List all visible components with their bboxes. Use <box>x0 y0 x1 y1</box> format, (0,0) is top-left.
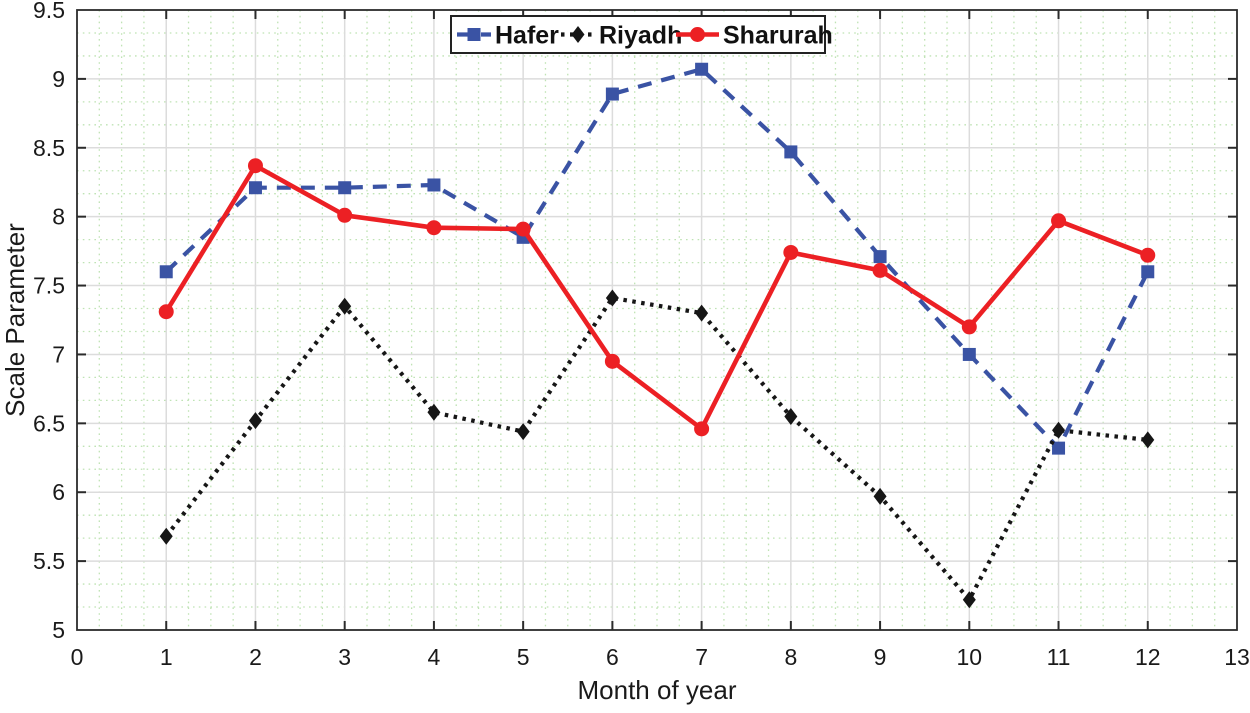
marker-hafer-12 <box>1141 265 1155 279</box>
marker-sharurah-8 <box>783 244 799 260</box>
legend-box <box>450 15 826 54</box>
marker-riyadh-2 <box>248 412 262 430</box>
marker-sharurah-3 <box>337 207 353 223</box>
series-line-hafer <box>164 67 1150 451</box>
marker-legend-riyadh-0 <box>571 26 585 43</box>
x-axis-tick-label: 9 <box>874 644 887 670</box>
marker-hafer-7 <box>695 62 709 76</box>
y-axis-tick-label: 5 <box>52 617 65 643</box>
y-axis-tick-label: 8.5 <box>33 135 65 161</box>
marker-riyadh-9 <box>873 487 887 505</box>
marker-hafer-6 <box>605 87 619 101</box>
legend-label-hafer: Hafer <box>495 22 559 50</box>
marker-sharurah-6 <box>604 353 620 369</box>
marker-hafer-10 <box>962 347 976 361</box>
x-axis-tick-label: 10 <box>957 644 983 670</box>
y-axis-tick-label: 8 <box>52 204 65 230</box>
major-grid <box>77 10 1237 630</box>
marker-sharurah-2 <box>247 158 263 174</box>
legend-item-riyadh: Riyadh <box>561 22 682 50</box>
legend: Hafer Riyadh Sharurah <box>450 15 833 54</box>
marker-riyadh-3 <box>338 297 352 315</box>
y-axis-tick-label: 7.5 <box>33 273 65 299</box>
series-line-riyadh <box>164 295 1149 602</box>
marker-sharurah-1 <box>158 304 174 320</box>
legend-item-sharurah: Sharurah <box>676 22 833 50</box>
marker-sharurah-5 <box>515 221 531 237</box>
legend-label-sharurah: Sharurah <box>723 22 833 50</box>
x-axis-tick-label: 2 <box>249 644 262 670</box>
plot-border <box>76 9 1238 631</box>
series-layer <box>158 62 1156 609</box>
y-axis-tick-label: 6 <box>52 479 65 505</box>
legend-label-riyadh: Riyadh <box>599 22 682 50</box>
y-axis-label: Scale Parameter <box>0 223 30 417</box>
y-axis-tick-label: 5.5 <box>33 548 65 574</box>
marker-riyadh-10 <box>962 591 976 609</box>
marker-riyadh-11 <box>1052 421 1066 439</box>
x-axis-tick-label: 5 <box>517 644 530 670</box>
y-axis-tick-label: 9 <box>52 66 65 92</box>
marker-riyadh-4 <box>427 403 441 421</box>
marker-legend-sharurah-0 <box>690 27 705 42</box>
marker-riyadh-5 <box>516 423 530 441</box>
x-axis-tick-label: 0 <box>71 644 84 670</box>
marker-sharurah-7 <box>694 421 710 437</box>
x-axis-tick-label: 6 <box>606 644 619 670</box>
x-axis-tick-label: 3 <box>338 644 351 670</box>
marker-hafer-4 <box>427 178 441 192</box>
marker-sharurah-9 <box>872 262 888 278</box>
x-axis-label: Month of year <box>578 675 737 705</box>
minor-grid <box>77 10 1237 630</box>
marker-riyadh-7 <box>695 304 709 322</box>
axes-layer <box>76 9 1238 631</box>
x-axis-tick-label: 7 <box>695 644 708 670</box>
x-axis-tick-label: 12 <box>1135 644 1161 670</box>
marker-hafer-3 <box>338 181 352 195</box>
marker-sharurah-12 <box>1140 247 1156 263</box>
y-axis-tick-label: 7 <box>52 341 65 367</box>
series-line-sharurah <box>164 163 1149 432</box>
marker-hafer-8 <box>784 145 798 159</box>
legend-item-hafer: Hafer <box>457 22 559 50</box>
marker-legend-hafer-0 <box>467 28 481 41</box>
marker-riyadh-12 <box>1141 431 1155 449</box>
marker-hafer-11 <box>1052 441 1066 455</box>
marker-sharurah-11 <box>1051 213 1067 229</box>
marker-riyadh-6 <box>605 289 619 307</box>
y-axis-tick-label: 9.5 <box>33 0 65 23</box>
x-axis-tick-label: 11 <box>1047 644 1071 670</box>
y-axis-tick-label: 6.5 <box>33 410 65 436</box>
x-axis-tick-label: 13 <box>1224 644 1250 670</box>
x-axis-tick-label: 4 <box>428 644 441 670</box>
marker-riyadh-8 <box>784 407 798 425</box>
marker-hafer-2 <box>248 181 262 195</box>
marker-hafer-9 <box>873 250 887 264</box>
marker-riyadh-1 <box>159 527 173 545</box>
marker-sharurah-4 <box>426 220 442 236</box>
marker-sharurah-10 <box>961 319 977 335</box>
x-axis-tick-label: 8 <box>784 644 797 670</box>
x-axis-tick-label: 1 <box>160 644 173 670</box>
marker-hafer-1 <box>159 265 173 279</box>
